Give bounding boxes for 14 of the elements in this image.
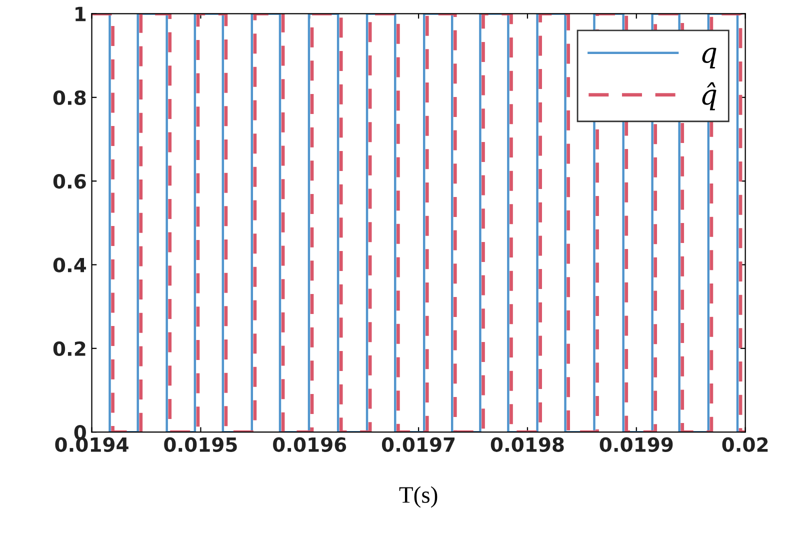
x-tick-label: 0.02 <box>722 437 768 452</box>
x-tick-label: 0.0199 <box>600 437 673 452</box>
x-tick-label: 0.0196 <box>273 437 346 452</box>
y-tick-label: 0.2 <box>53 341 86 356</box>
x-tick-label: 0.0198 <box>490 437 564 452</box>
legend-label: q <box>702 48 716 68</box>
y-tick-label: 0.8 <box>53 90 86 106</box>
y-tick-label: 0.6 <box>53 174 86 189</box>
y-tick-label: 1 <box>76 6 86 22</box>
legend-label: q̂ <box>702 82 716 110</box>
x-tick-label: 0.0197 <box>382 437 455 452</box>
x-axis-title: T(s) <box>399 486 438 508</box>
x-tick-label: 0.0195 <box>164 437 237 452</box>
y-tick-label: 0.4 <box>53 258 86 272</box>
